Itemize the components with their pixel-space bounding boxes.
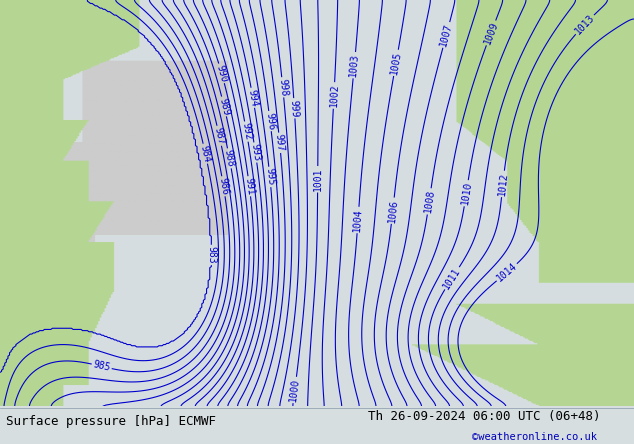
Text: 994: 994 (247, 88, 259, 107)
Text: 1008: 1008 (423, 189, 436, 214)
Text: 992: 992 (240, 122, 253, 141)
Text: 1010: 1010 (460, 181, 473, 206)
Text: 989: 989 (217, 97, 231, 116)
Text: 993: 993 (249, 143, 262, 162)
Text: 1012: 1012 (496, 172, 509, 196)
Text: 1001: 1001 (313, 167, 323, 191)
Text: 991: 991 (243, 177, 256, 196)
Text: 984: 984 (198, 144, 212, 163)
Text: 983: 983 (206, 246, 216, 264)
Text: 1006: 1006 (387, 198, 399, 223)
Text: 1000: 1000 (288, 378, 301, 402)
Text: 1003: 1003 (348, 53, 360, 77)
Text: 1004: 1004 (353, 208, 364, 232)
Text: 1011: 1011 (441, 266, 463, 291)
Text: 995: 995 (264, 168, 276, 186)
Text: 996: 996 (264, 112, 276, 131)
Text: 1005: 1005 (389, 51, 403, 75)
Text: Surface pressure [hPa] ECMWF: Surface pressure [hPa] ECMWF (6, 415, 216, 428)
Text: 985: 985 (92, 360, 112, 373)
Text: 1007: 1007 (439, 22, 454, 48)
Text: Th 26-09-2024 06:00 UTC (06+48): Th 26-09-2024 06:00 UTC (06+48) (368, 410, 600, 423)
Text: 1013: 1013 (573, 12, 597, 36)
Text: 987: 987 (212, 126, 226, 146)
Text: 1009: 1009 (482, 20, 500, 46)
Text: 997: 997 (274, 134, 285, 152)
Text: 1002: 1002 (328, 83, 340, 107)
Text: 986: 986 (217, 177, 230, 196)
Text: 990: 990 (214, 63, 229, 83)
Text: 988: 988 (223, 149, 236, 168)
Text: 998: 998 (277, 78, 288, 96)
Text: 1014: 1014 (495, 261, 519, 284)
Text: 999: 999 (289, 99, 300, 117)
Text: ©weatheronline.co.uk: ©weatheronline.co.uk (472, 432, 597, 442)
